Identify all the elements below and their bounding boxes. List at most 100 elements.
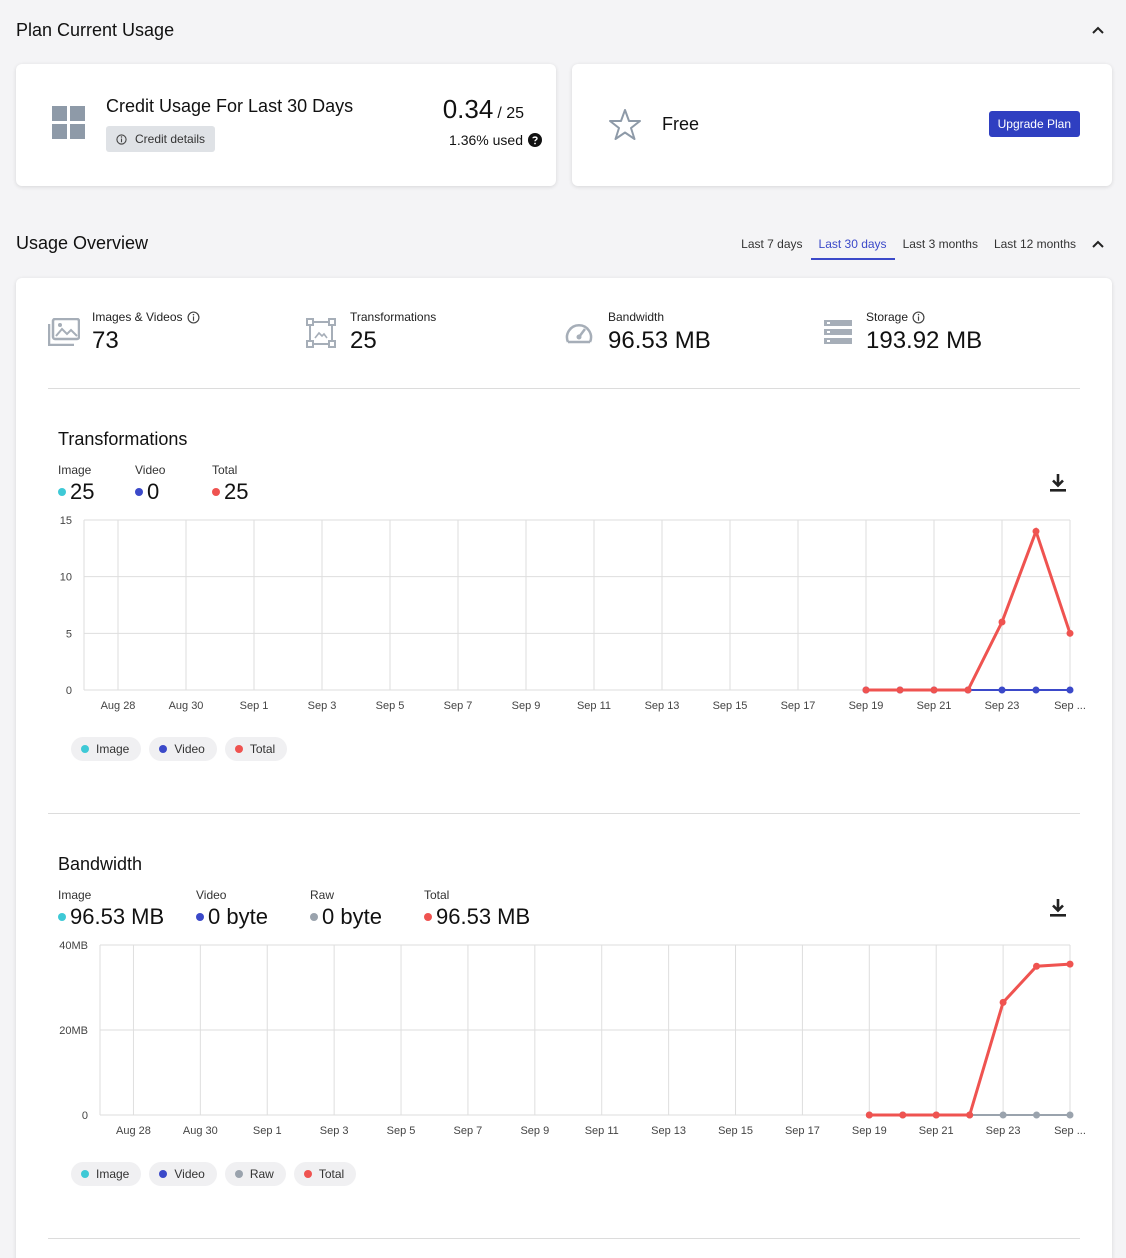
transformations-legend: Image Video Total (71, 737, 288, 761)
data-point-total[interactable] (1066, 960, 1074, 968)
legend-dot (159, 745, 168, 753)
data-point-video[interactable] (1032, 686, 1040, 694)
summary-item: Raw 0 byte (310, 888, 382, 930)
legend-dot (58, 913, 66, 921)
divider (48, 388, 1080, 389)
stat-value: 96.53 MB (608, 327, 711, 354)
transformations-chart: 0 5 10 15 Aug 28 Aug 30 Sep 1 Sep 3 Sep 5 Sep 7 Se… (60, 515, 1086, 712)
data-point-total[interactable] (998, 618, 1006, 626)
credit-details-button[interactable]: Credit details (106, 126, 216, 152)
credit-amount: 0.34 / 25 (443, 94, 524, 125)
chevron-up-icon[interactable] (1088, 234, 1108, 254)
data-point-total[interactable] (862, 686, 870, 694)
credit-usage-card: Credit Usage For Last 30 Days Credit det… (16, 64, 556, 186)
data-point-total[interactable] (1033, 962, 1041, 970)
data-point-video[interactable] (1066, 686, 1074, 694)
data-point-raw[interactable] (999, 1111, 1007, 1119)
y-tick-label: 0 (66, 685, 72, 697)
data-point-total[interactable] (865, 1111, 873, 1119)
x-tick-label: Sep 13 (651, 1125, 686, 1137)
divider (48, 1238, 1080, 1239)
x-tick-label: Sep 21 (917, 700, 952, 712)
legend-item[interactable]: Video (149, 737, 217, 761)
legend-item[interactable]: Image (71, 737, 142, 761)
range-tab[interactable]: Last 7 days (741, 237, 803, 251)
data-point-total[interactable] (930, 686, 938, 694)
credit-used: 0.34 (442, 94, 494, 124)
y-tick-label: 0 (82, 1110, 88, 1122)
summary-label: Total (424, 888, 450, 902)
legend-item[interactable]: Total (224, 737, 288, 761)
x-tick-label: Sep 17 (785, 1125, 820, 1137)
info-icon[interactable] (186, 310, 200, 324)
legend-dot (196, 913, 204, 921)
legend-dot (424, 913, 432, 921)
legend-dot (310, 913, 318, 921)
credit-details-label: Credit details (135, 132, 206, 146)
range-tab[interactable]: Last 3 months (902, 237, 978, 251)
data-point-total[interactable] (999, 998, 1007, 1006)
legend-item[interactable]: Total (293, 1162, 357, 1186)
x-tick-label: Sep 1 (253, 1125, 282, 1137)
data-point-total[interactable] (896, 686, 904, 694)
chevron-up-icon[interactable] (1088, 20, 1108, 40)
data-point-video[interactable] (998, 686, 1006, 694)
x-tick-label: Sep 15 (713, 700, 748, 712)
y-tick-label: 40MB (59, 940, 88, 952)
help-icon[interactable] (528, 133, 542, 147)
legend-item[interactable]: Raw (224, 1162, 286, 1186)
plan-name: Free (662, 114, 700, 134)
summary-item: Image 25 (58, 463, 94, 505)
upgrade-plan-button[interactable]: Upgrade Plan (988, 111, 1080, 137)
stat-value: 25 (350, 327, 377, 354)
divider (48, 813, 1080, 814)
summary-item: Video 0 byte (196, 888, 268, 930)
usage-overview-title: Usage Overview (16, 233, 149, 253)
summary-item: Total 96.53 MB (424, 888, 530, 930)
stat-label: Images & Videos (92, 310, 183, 324)
transformations-title: Transformations (58, 429, 188, 449)
range-tab[interactable]: Last 12 months (993, 237, 1076, 251)
legend-dot (58, 488, 66, 496)
y-tick-label: 5 (66, 628, 72, 640)
images-icon (48, 318, 80, 346)
download-icon[interactable] (1048, 472, 1068, 494)
summary-value: 0 byte (310, 904, 382, 930)
bandwidth-chart: 0 20MB 40MB Aug 28 Aug 30 Sep 1 Sep 3 Sep 5 Sep … (59, 940, 1086, 1137)
x-tick-label: Sep 9 (512, 700, 541, 712)
overview-card (16, 278, 1112, 1258)
stat-storage: Storage 193.92 MB (866, 310, 982, 355)
range-tab[interactable]: Last 30 days (810, 230, 895, 260)
info-icon[interactable] (912, 310, 925, 324)
legend-item[interactable]: Video (149, 1162, 217, 1186)
data-point-raw[interactable] (1066, 1111, 1074, 1119)
legend-dot (81, 1170, 89, 1178)
plan-card: Free Upgrade Plan (572, 64, 1112, 186)
data-point-total[interactable] (932, 1111, 940, 1119)
range-tabs: Last 7 days Last 30 days Last 3 months Last… (733, 230, 1084, 260)
data-point-total[interactable] (966, 1111, 974, 1119)
data-point-raw[interactable] (1033, 1111, 1041, 1119)
summary-label: Video (135, 463, 166, 477)
stat-bandwidth: Bandwidth 96.53 MB (608, 310, 711, 355)
x-tick-label: Sep 19 (849, 700, 884, 712)
data-point-total[interactable] (899, 1111, 907, 1119)
legend-dot (159, 1170, 168, 1178)
stat-label: Transformations (350, 310, 437, 324)
x-tick-label: Sep 23 (986, 1125, 1021, 1137)
summary-item: Video 0 (135, 463, 165, 505)
credit-percent: 1.36% used (449, 132, 542, 148)
x-tick-label: Sep 13 (645, 700, 680, 712)
bandwidth-title: Bandwidth (58, 854, 143, 874)
legend-item[interactable]: Image (71, 1162, 142, 1186)
stat-label: Bandwidth (608, 310, 665, 324)
bandwidth-legend: Image Video Raw Total (71, 1162, 357, 1186)
data-point-total[interactable] (964, 686, 972, 694)
summary-label: Image (58, 888, 92, 902)
y-tick-label: 15 (60, 515, 72, 527)
x-tick-label: Sep ... (1054, 700, 1086, 712)
summary-value: 25 (58, 479, 94, 505)
download-icon[interactable] (1048, 897, 1068, 919)
data-point-total[interactable] (1066, 629, 1074, 637)
data-point-total[interactable] (1032, 527, 1040, 535)
